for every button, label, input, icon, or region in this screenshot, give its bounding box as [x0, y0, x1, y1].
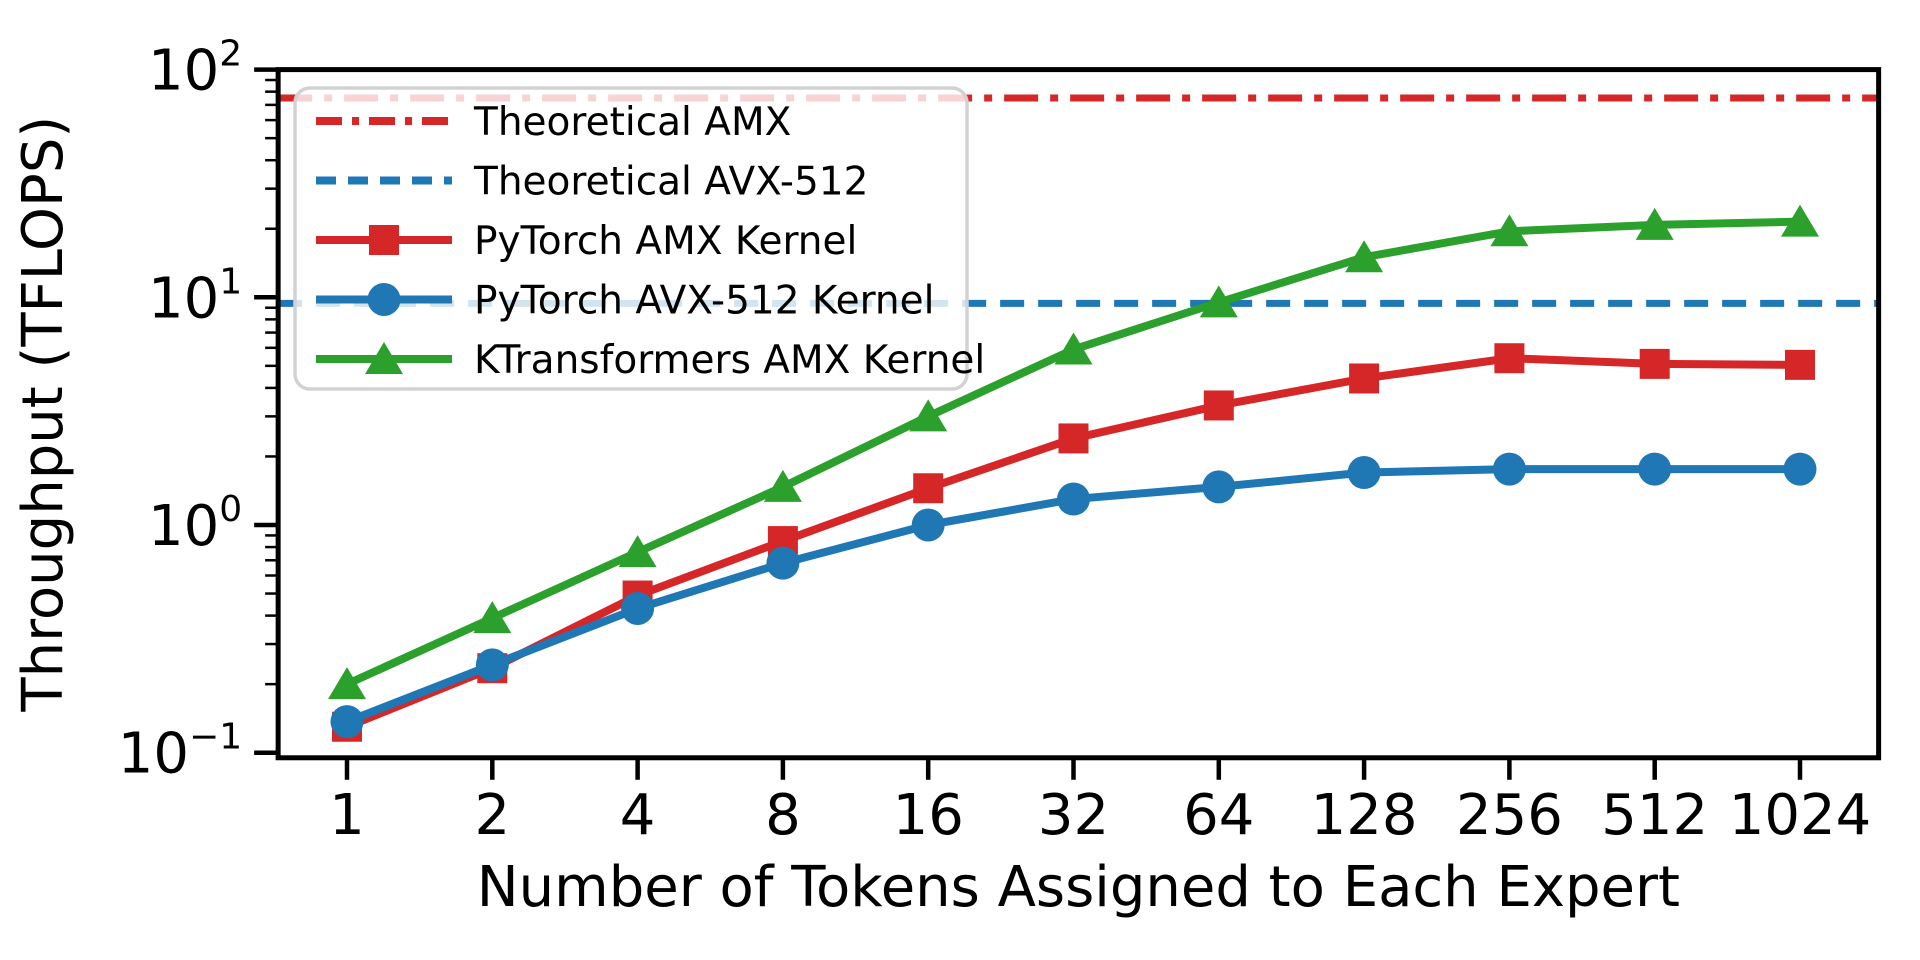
- marker-pytorch-amx-kernel: [1494, 343, 1525, 374]
- marker-pytorch-avx-512-kernel: [475, 648, 509, 682]
- x-tick-label: 64: [1183, 783, 1254, 848]
- marker-ktransformers-amx-kernel: [1635, 207, 1674, 240]
- marker-ktransformers-amx-kernel: [1781, 204, 1819, 237]
- legend-marker: [369, 225, 399, 255]
- marker-pytorch-amx-kernel: [1058, 423, 1089, 454]
- legend-item-pytorch-amx-kernel: PyTorch AMX Kernel: [316, 219, 857, 264]
- marker-pytorch-amx-kernel: [1785, 349, 1815, 380]
- marker-pytorch-amx-kernel: [1349, 363, 1380, 394]
- legend-item-theoretical-avx-512: Theoretical AVX-512: [316, 160, 868, 205]
- legend-marker: [365, 342, 403, 374]
- x-tick-label: 8: [765, 783, 801, 848]
- x-tick-label: 1: [329, 783, 365, 848]
- y-axis-title: Throughput (TFLOPS): [11, 116, 76, 713]
- legend-box: [293, 86, 969, 391]
- y-tick-label: 100: [148, 489, 242, 559]
- x-tick-label: 16: [893, 783, 964, 848]
- marker-ktransformers-amx-kernel: [1490, 214, 1529, 247]
- x-tick-label: 2: [474, 783, 510, 848]
- y-tick-label: 10−1: [118, 717, 242, 787]
- marker-pytorch-amx-kernel: [913, 473, 944, 504]
- x-tick-label: 32: [1038, 783, 1109, 848]
- marker-ktransformers-amx-kernel: [1199, 285, 1238, 318]
- x-axis-title: Number of Tokens Assigned to Each Expert: [477, 855, 1680, 920]
- legend-item-theoretical-amx: Theoretical AMX: [316, 100, 791, 145]
- marker-pytorch-avx-512-kernel: [1347, 456, 1381, 490]
- marker-pytorch-avx-512-kernel: [1783, 452, 1817, 486]
- y-tick-label: 101: [148, 261, 242, 331]
- x-tick-label: 512: [1601, 783, 1708, 848]
- legend: Theoretical AMX Theoretical AVX-512 PyTorc…: [293, 86, 985, 391]
- marker-ktransformers-amx-kernel: [618, 535, 657, 568]
- legend-label: Theoretical AVX-512: [473, 160, 868, 205]
- marker-ktransformers-amx-kernel: [328, 667, 366, 700]
- legend-item-ktransformers-amx-kernel: KTransformers AMX Kernel: [316, 338, 985, 383]
- marker-pytorch-avx-512-kernel: [911, 508, 945, 542]
- marker-pytorch-amx-kernel: [1203, 390, 1234, 421]
- plot-frame: [275, 67, 1882, 761]
- marker-ktransformers-amx-kernel: [473, 601, 512, 634]
- marker-pytorch-amx-kernel: [1639, 348, 1670, 379]
- marker-pytorch-avx-512-kernel: [1638, 452, 1672, 486]
- marker-pytorch-avx-512-kernel: [766, 546, 800, 580]
- marker-ktransformers-amx-kernel: [909, 399, 948, 432]
- marker-pytorch-avx-512-kernel: [330, 705, 364, 739]
- x-tick-label: 1024: [1729, 783, 1872, 848]
- x-tick-label: 4: [620, 783, 656, 848]
- y-tick-label: 102: [148, 34, 242, 104]
- data-series-layer: [328, 204, 1819, 742]
- legend-label: PyTorch AMX Kernel: [474, 219, 857, 264]
- axes-layer: 10−1 100 101 102 1 2 4 8 16 32 64 128 256 512 1024: [118, 34, 1882, 848]
- marker-pytorch-avx-512-kernel: [1492, 452, 1526, 486]
- marker-ktransformers-amx-kernel: [1054, 332, 1093, 365]
- legend-label: KTransformers AMX Kernel: [474, 338, 985, 383]
- legend-marker: [367, 283, 401, 316]
- legend-item-pytorch-avx-512-kernel: PyTorch AVX-512 Kernel: [316, 279, 934, 324]
- legend-label: Theoretical AMX: [473, 100, 791, 145]
- x-tick-label: 128: [1311, 783, 1418, 848]
- marker-ktransformers-amx-kernel: [1345, 240, 1384, 273]
- marker-pytorch-avx-512-kernel: [1202, 470, 1236, 504]
- x-tick-label: 256: [1456, 783, 1563, 848]
- series-line-pytorch-amx-kernel: [343, 354, 1804, 731]
- marker-pytorch-avx-512-kernel: [1057, 482, 1090, 516]
- marker-ktransformers-amx-kernel: [763, 469, 802, 502]
- legend-label: PyTorch AVX-512 Kernel: [474, 279, 934, 324]
- marker-pytorch-avx-512-kernel: [621, 591, 655, 625]
